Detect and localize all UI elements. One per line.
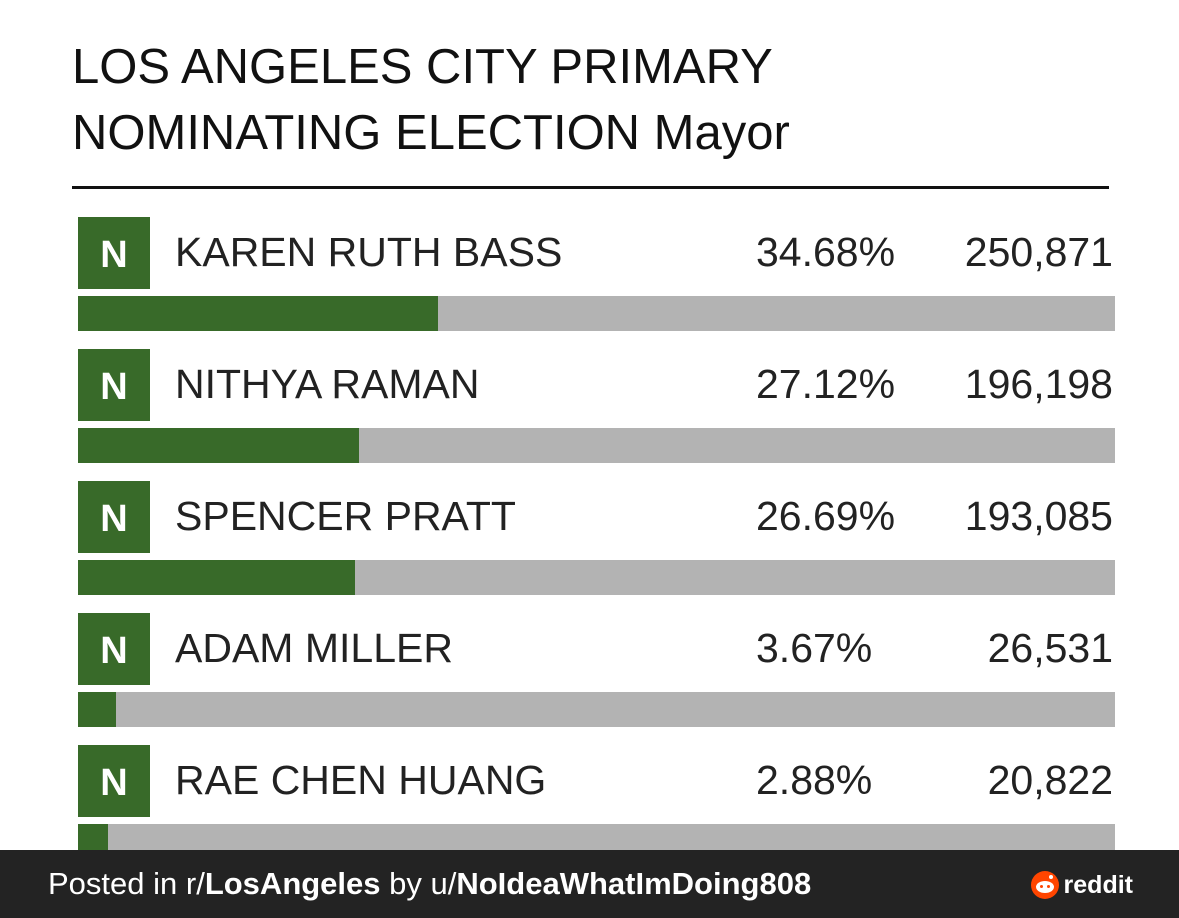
nominee-badge: N xyxy=(78,217,150,289)
candidate-row: N NITHYA RAMAN 27.12% 196,198 xyxy=(0,349,1179,481)
nominee-badge: N xyxy=(78,745,150,817)
candidate-name: SPENCER PRATT xyxy=(175,493,516,539)
brand-text: reddit xyxy=(1063,870,1133,899)
vote-count: 26,531 xyxy=(987,625,1113,671)
candidate-row: N KAREN RUTH BASS 34.68% 250,871 xyxy=(0,217,1179,349)
candidate-row: N ADAM MILLER 3.67% 26,531 xyxy=(0,613,1179,745)
vote-percent: 34.68% xyxy=(756,229,896,275)
vote-percent: 3.67% xyxy=(756,625,873,671)
candidate-name: RAE CHEN HUANG xyxy=(175,757,547,803)
progress-fill xyxy=(78,692,117,727)
nominee-badge: N xyxy=(78,349,150,421)
post-info: Posted in r/LosAngeles by u/NoIdeaWhatIm… xyxy=(48,866,811,902)
vote-percent: 2.88% xyxy=(756,757,873,803)
username[interactable]: NoIdeaWhatImDoing808 xyxy=(456,866,812,901)
reddit-logo xyxy=(1030,871,1059,899)
title-line: NOMINATING ELECTION Mayor xyxy=(72,106,790,160)
title-line: LOS ANGELES CITY PRIMARY xyxy=(72,40,773,94)
progress-fill xyxy=(78,560,355,595)
candidate-name: NITHYA RAMAN xyxy=(175,361,480,407)
results-list: N KAREN RUTH BASS 34.68% 250,871 N NITHYA RAM… xyxy=(0,217,1179,877)
candidate-name: ADAM MILLER xyxy=(175,625,453,671)
nominee-badge: N xyxy=(78,613,150,685)
footer: Posted in r/LosAngeles by u/NoIdeaWhatIm… xyxy=(0,850,1179,918)
progress-track xyxy=(78,560,1115,595)
subreddit[interactable]: LosAngeles xyxy=(204,866,381,901)
reddit-brand: reddit xyxy=(1030,870,1133,900)
progress-track xyxy=(78,296,1115,331)
title: LOS ANGELES CITY PRIMARY NOMINATING ELEC… xyxy=(72,34,790,166)
nominee-badge: N xyxy=(78,481,150,553)
candidate-name: KAREN RUTH BASS xyxy=(175,229,563,275)
progress-fill xyxy=(78,296,438,331)
vote-percent: 26.69% xyxy=(756,493,896,539)
progress-track xyxy=(78,428,1115,463)
candidate-row: N RAE CHEN HUANG 2.88% 20,822 xyxy=(0,745,1179,877)
footer-text: by u/ xyxy=(380,866,457,901)
divider xyxy=(72,186,1109,189)
vote-percent: 27.12% xyxy=(756,361,896,407)
footer-text: Posted in r/ xyxy=(48,866,205,901)
vote-count: 193,085 xyxy=(964,493,1113,539)
vote-count: 20,822 xyxy=(987,757,1113,803)
candidate-row: N SPENCER PRATT 26.69% 193,085 xyxy=(0,481,1179,613)
progress-track xyxy=(78,692,1115,727)
progress-fill xyxy=(78,428,360,463)
vote-count: 196,198 xyxy=(964,361,1113,407)
vote-count: 250,871 xyxy=(964,229,1113,275)
